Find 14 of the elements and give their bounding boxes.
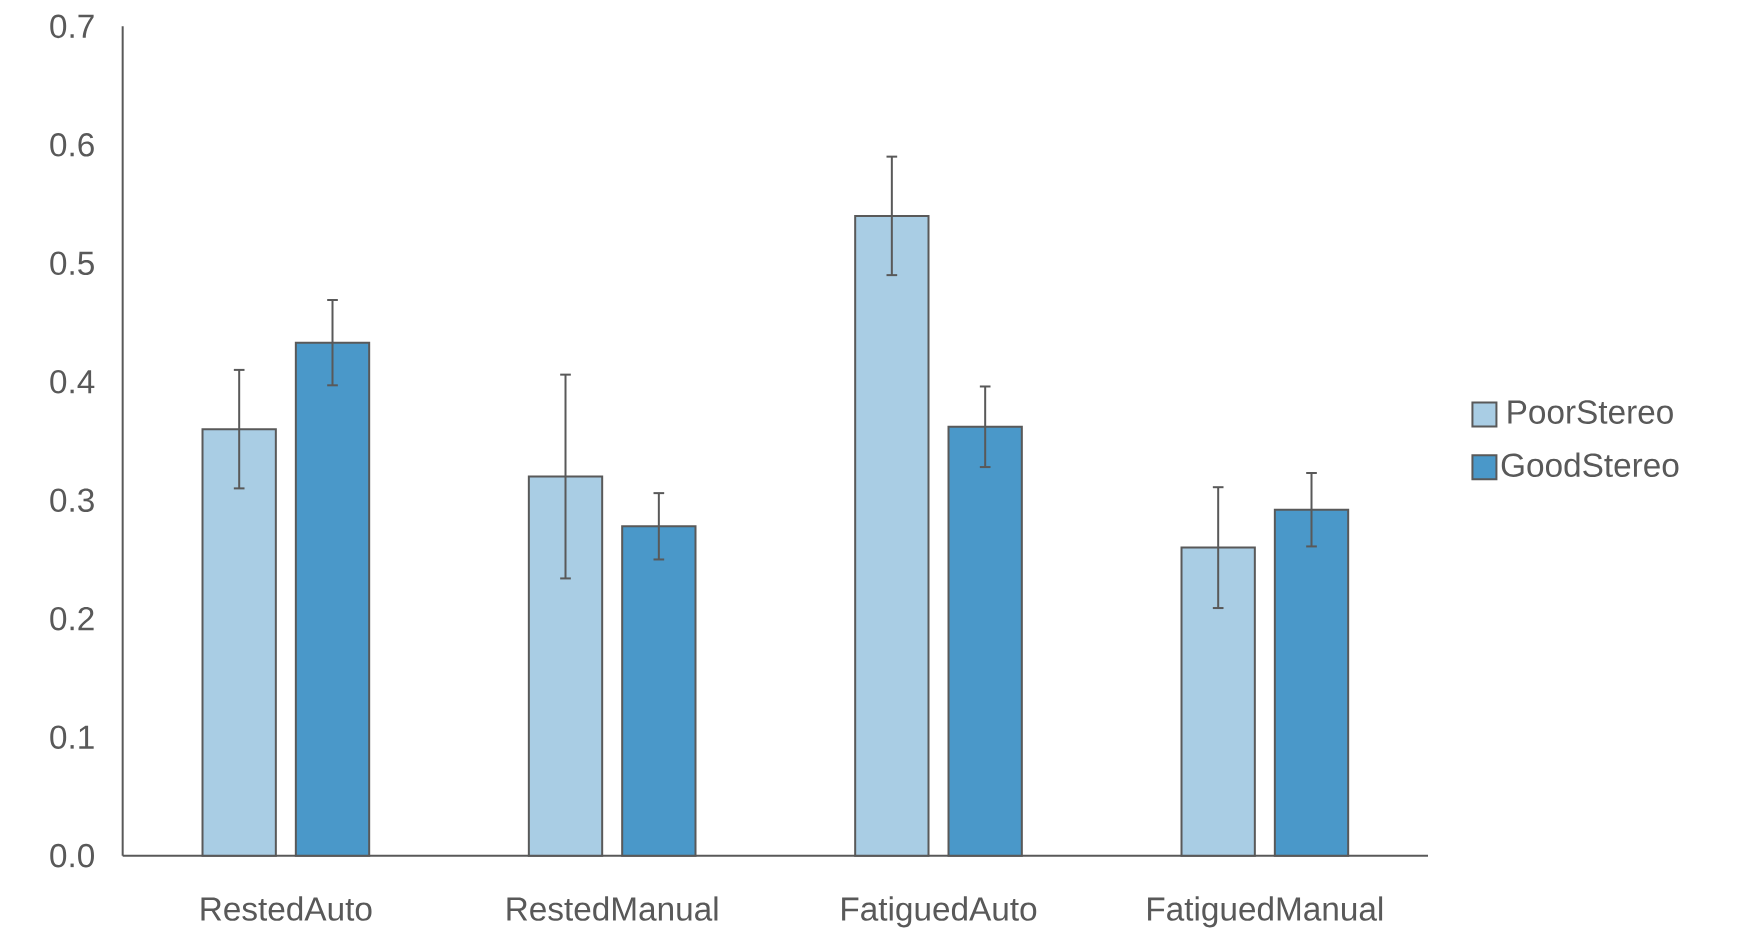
y-tick-label: 0.4 <box>50 369 95 394</box>
legend-label: PoorStereo <box>1508 400 1673 424</box>
x-tick-label: RestedManual <box>507 896 718 921</box>
y-tick-label: 0.0 <box>50 843 94 868</box>
y-tick-label: 0.1 <box>50 725 94 749</box>
y-tick-label: 0.5 <box>50 251 94 276</box>
legend-label: GoodStereo <box>1501 452 1679 478</box>
x-tick-label: FatiguedAuto <box>842 896 1037 928</box>
y-tick-label: 0.3 <box>50 488 94 513</box>
y-tick-label: 0.2 <box>50 606 94 631</box>
x-tick-label: RestedAuto <box>201 896 372 921</box>
y-tick-label: 0.6 <box>50 133 94 157</box>
y-tick-label: 0.7 <box>50 14 94 39</box>
x-tick-label: FatiguedManual <box>1148 896 1383 928</box>
